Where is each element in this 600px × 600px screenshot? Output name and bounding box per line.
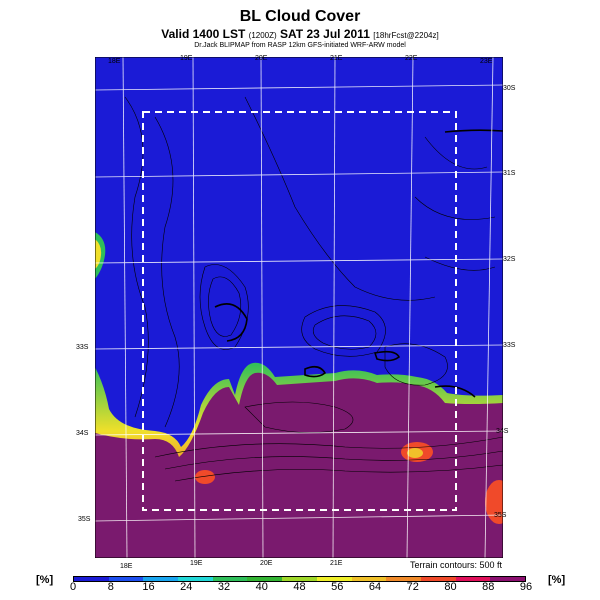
colorbar-tick-label: 8 [107, 581, 114, 593]
colorbar-swatch [247, 577, 283, 581]
cloud-hotspot [407, 448, 423, 458]
colorbar-tick-label: 0 [69, 581, 77, 593]
colorbar-swatch [455, 577, 491, 581]
colorbar-tick-label: 24 [180, 581, 193, 593]
graticule [95, 57, 503, 558]
colorbar-swatch [143, 577, 179, 581]
colorbar-tick-label: 40 [255, 581, 268, 593]
lon-label-bottom: 20E [260, 560, 273, 567]
lon-label-top: 22E [405, 55, 418, 62]
utc-time: (1200Z) [248, 31, 277, 40]
left-edge-cloud-core [95, 239, 102, 269]
colorbar-swatch [212, 577, 248, 581]
lon-label-bottom: 19E [190, 560, 203, 567]
lat-label-right: 34S [496, 428, 509, 435]
lon-label-top: 21E [330, 55, 343, 62]
colorbar-swatch [282, 577, 317, 581]
inner-domain-box [142, 111, 457, 511]
valid-time-line: Valid 1400 LST (1200Z) SAT 23 Jul 2011 [… [0, 27, 600, 41]
lat-label-right: 35S [494, 512, 507, 519]
lon-label-bottom: 21E [330, 560, 343, 567]
lon-label-top: 18E [108, 58, 121, 65]
terrain-contours-note: Terrain contours: 500 ft [409, 560, 502, 570]
cloud-cover-map [95, 57, 503, 558]
colorbar-swatch [316, 577, 352, 581]
colorbar-tick-label: 16 [142, 581, 155, 593]
lat-label-right: 31S [503, 170, 516, 177]
colorbar-tick-label: 88 [482, 581, 495, 593]
lon-label-top: 23E [480, 58, 493, 65]
colorbar-tick-label: 64 [368, 581, 382, 593]
unit-label-right: [%] [548, 574, 566, 586]
colorbar-swatch [108, 577, 144, 581]
lon-label-top: 20E [255, 55, 268, 62]
colorbar-swatch [74, 577, 109, 581]
lat-label-right: 30S [503, 85, 516, 92]
lat-label-right: 32S [503, 256, 516, 263]
colorbar-swatch [351, 577, 387, 581]
lat-label-left: 34S [76, 430, 89, 437]
colorbar-tick-label: 56 [331, 581, 344, 593]
map-title: BL Cloud Cover [239, 8, 361, 25]
colorbar-tick-label: 48 [293, 581, 306, 593]
colorbar-swatch [420, 577, 456, 581]
colorbar-ticks: 0 8 16 24 32 40 48 56 64 72 80 88 96 [69, 581, 532, 597]
colorbar-tick-label: 32 [217, 581, 231, 593]
lat-label-left: 35S [78, 516, 91, 523]
colorbar-tick-label: 72 [406, 581, 419, 593]
lon-label-top: 19E [180, 55, 193, 62]
colorbar-tick-label: 80 [444, 581, 457, 593]
lat-label-right: 33S [503, 342, 516, 349]
valid-time: Valid 1400 LST [161, 27, 246, 41]
lat-label-left: 33S [76, 344, 89, 351]
colorbar-tick-label: 96 [519, 581, 533, 593]
colorbar-swatch [386, 577, 421, 581]
model-credit: Dr.Jack BLIPMAP from RASP 12km GFS-initi… [194, 42, 406, 49]
colorbar-swatch [178, 577, 213, 581]
colorbar-swatch [490, 577, 525, 581]
forecast-date: SAT 23 Jul 2011 [280, 27, 370, 41]
unit-label-left: [%] [36, 574, 54, 586]
lon-label-bottom: 18E [120, 563, 133, 570]
forecast-run: [18hrFcst@2204z] [373, 31, 439, 40]
cloud-hotspot [195, 470, 215, 484]
cloud-hotspot [485, 480, 503, 524]
colorbar [73, 576, 526, 582]
overcast-area [95, 372, 503, 558]
